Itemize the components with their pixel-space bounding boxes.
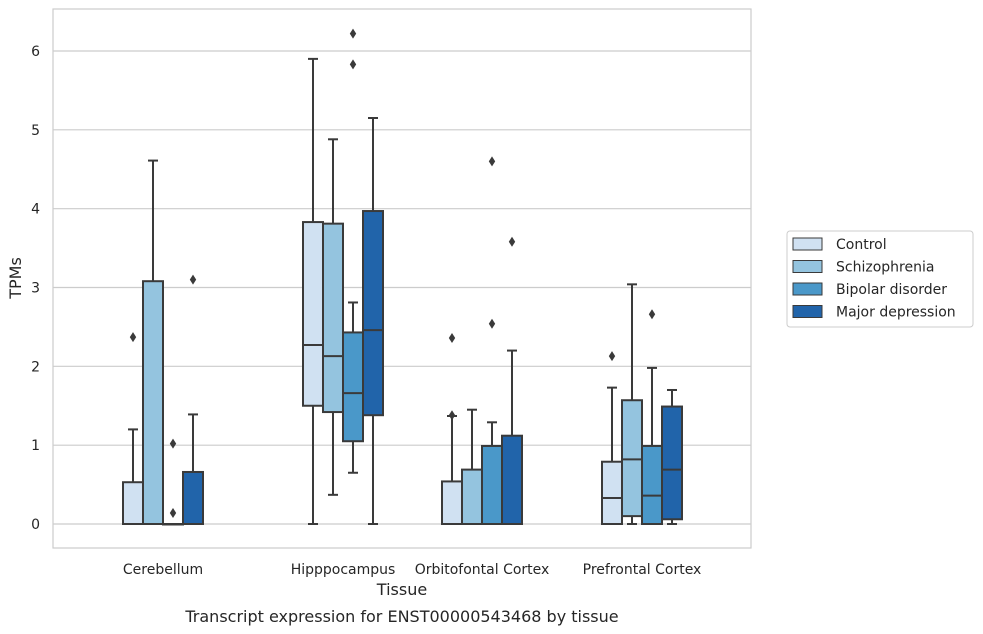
outlier-marker [169, 438, 177, 449]
x-tick-label: Orbitofontal Cortex [415, 562, 550, 578]
box-body [122, 481, 144, 525]
box-body [322, 222, 344, 414]
box-body [342, 331, 364, 443]
y-axis-label: TPMs [6, 257, 25, 300]
outlier-marker [448, 410, 456, 421]
outlier-marker [648, 309, 656, 320]
legend-label: Control [836, 237, 887, 253]
plot-area-frame [52, 8, 752, 549]
y-tick-label: 4 [31, 202, 40, 218]
box-body [302, 221, 324, 407]
box-2-0 [441, 332, 463, 525]
x-axis-label: Tissue [376, 580, 427, 599]
box-body [641, 444, 663, 525]
y-axis-ticks: 0 1 2 3 4 5 6 [31, 44, 40, 533]
box-2-3 [501, 236, 523, 525]
y-tick-label: 5 [31, 123, 40, 139]
outlier-marker [608, 351, 616, 362]
box-1-0 [302, 57, 324, 525]
outlier-marker [129, 332, 137, 343]
legend-swatch [792, 305, 823, 318]
chart-caption: Transcript expression for ENST0000054346… [184, 607, 618, 626]
outlier-marker [488, 318, 496, 329]
legend-frame [786, 230, 974, 328]
x-tick-label: Prefrontal Cortex [583, 562, 702, 578]
outlier-marker [169, 507, 177, 518]
box-3-3 [661, 388, 683, 525]
outlier-marker [448, 332, 456, 343]
box-body [461, 468, 483, 526]
x-axis-ticks: Cerebellum Hipppocampus Orbitofontal Corte… [123, 562, 701, 578]
box-series [122, 28, 683, 526]
y-tick-label: 0 [31, 517, 40, 533]
outlier-marker [349, 59, 357, 70]
box-2-1 [461, 408, 483, 526]
legend-swatch [792, 260, 823, 273]
x-tick-label: Hipppocampus [291, 562, 396, 578]
box-1-3 [362, 117, 384, 525]
legend-label: Bipolar disorder [836, 282, 947, 298]
box-body [182, 470, 204, 525]
box-0-3 [182, 274, 204, 525]
box-body [621, 399, 643, 518]
y-tick-label: 3 [31, 281, 40, 297]
y-tick-label: 2 [31, 359, 40, 375]
legend-label: Major depression [836, 305, 956, 321]
legend: Control Schizophrenia Bipolar disorder Majo… [786, 230, 974, 328]
box-3-2 [641, 309, 663, 525]
box-body [481, 444, 503, 525]
box-2-2 [481, 156, 503, 525]
box-body [362, 210, 384, 417]
x-tick-label: Cerebellum [123, 562, 203, 578]
box-0-2 [162, 438, 184, 526]
outlier-marker [508, 236, 516, 247]
grid-lines [53, 50, 751, 525]
box-body [661, 405, 683, 521]
outlier-marker [349, 28, 357, 39]
outlier-marker [189, 274, 197, 285]
box-3-1 [621, 283, 643, 525]
box-body [441, 480, 463, 525]
box-body [601, 460, 623, 526]
box-0-0 [122, 332, 144, 525]
legend-swatch [792, 282, 823, 296]
y-tick-label: 1 [31, 438, 40, 454]
y-tick-label: 6 [31, 44, 40, 60]
box-body [501, 434, 523, 525]
box-0-1 [142, 159, 164, 525]
legend-label: Schizophrenia [836, 260, 934, 276]
legend-swatch [792, 237, 823, 251]
outlier-marker [488, 156, 496, 167]
box-1-1 [322, 138, 344, 496]
box-body [142, 280, 164, 525]
box-3-0 [601, 351, 623, 526]
box-1-2 [342, 28, 364, 474]
